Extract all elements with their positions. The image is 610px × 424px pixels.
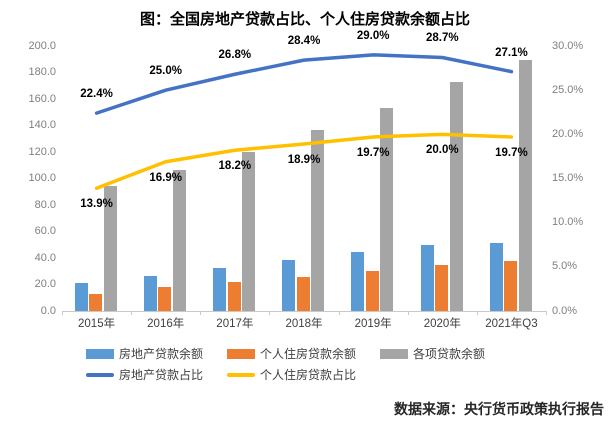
y-axis-right-tick-label: 30.0% <box>552 39 584 52</box>
bar-real-estate-loan-balance <box>420 245 434 311</box>
bar-total-loan-balance <box>518 59 532 311</box>
bar-personal-housing-loan-balance <box>296 276 310 311</box>
legend-swatch-total-loan-balance <box>380 349 409 359</box>
bar-total-loan-balance <box>242 151 256 311</box>
legend-item-personal-housing-loan-ratio: 个人住房贷款占比 <box>227 368 356 382</box>
y-axis-left-tick-label: 200.0 <box>28 39 56 52</box>
bar-real-estate-loan-balance <box>213 268 227 311</box>
x-axis-category-label: 2017年 <box>216 318 254 330</box>
x-axis-tick <box>200 311 202 315</box>
x-axis-tick <box>476 311 478 315</box>
data-label-real-estate-loan-ratio: 28.4% <box>287 35 321 48</box>
y-axis-right-tick-label: 20.0% <box>552 127 584 140</box>
x-axis-tick <box>338 311 340 315</box>
data-label-personal-housing-loan-ratio: 19.7% <box>495 146 528 159</box>
x-axis-tick <box>269 311 271 315</box>
x-axis-tick <box>62 311 63 315</box>
x-axis-line <box>62 311 546 312</box>
legend-label-real-estate-loan-ratio: 房地产贷款占比 <box>119 368 204 382</box>
y-axis-left-tick-label: 80.0 <box>34 198 56 211</box>
legend-swatch-real-estate-loan-balance <box>86 349 114 359</box>
bar-personal-housing-loan-balance <box>504 261 518 311</box>
bar-real-estate-loan-balance <box>351 252 365 311</box>
data-label-real-estate-loan-ratio: 28.7% <box>425 32 459 45</box>
x-axis-tick <box>407 311 409 315</box>
legend-swatch-personal-housing-loan-ratio <box>227 373 256 377</box>
legend-swatch-personal-housing-loan-balance <box>227 349 256 359</box>
bar-personal-housing-loan-balance <box>435 265 449 311</box>
bar-total-loan-balance <box>103 186 117 311</box>
data-label-real-estate-loan-ratio: 25.0% <box>149 65 182 78</box>
legend-label-personal-housing-loan-balance: 个人住房贷款余额 <box>260 347 357 361</box>
y-axis-left-tick-label: 160.0 <box>28 92 56 105</box>
legend-label-total-loan-balance: 各项贷款余额 <box>413 347 486 361</box>
bar-total-loan-balance <box>172 169 186 311</box>
legend-label-real-estate-loan-balance: 房地产贷款余额 <box>119 347 204 361</box>
data-label-real-estate-loan-ratio: 29.0% <box>356 29 390 42</box>
y-axis-left-tick-label: 0.0 <box>40 304 56 317</box>
y-axis-left-tick-label: 140.0 <box>28 119 56 131</box>
y-axis-right-tick-label: 0.0% <box>552 304 578 317</box>
x-axis-tick <box>546 311 547 315</box>
x-axis-category-label: 2020年 <box>423 318 461 330</box>
bar-personal-housing-loan-balance <box>365 270 379 311</box>
y-axis-left-tick-label: 40.0 <box>34 251 56 264</box>
legend-item-personal-housing-loan-balance: 个人住房贷款余额 <box>227 347 356 361</box>
y-axis-right-tick-label: 5.0% <box>552 260 578 273</box>
data-label-personal-housing-loan-ratio: 13.9% <box>80 198 113 211</box>
bar-personal-housing-loan-balance <box>89 293 103 311</box>
y-axis-left-tick-label: 20.0 <box>34 278 56 290</box>
chart-title: 图：全国房地产贷款占比、个人住房贷款余额占比 <box>139 11 470 28</box>
x-axis-category-label: 2018年 <box>285 318 323 330</box>
y-axis-left-tick-label: 120.0 <box>28 145 56 158</box>
bar-personal-housing-loan-balance <box>227 281 241 311</box>
legend-label-personal-housing-loan-ratio: 个人住房贷款占比 <box>260 368 357 382</box>
source-note: 数据来源：央行货币政策执行报告 <box>394 401 604 417</box>
legend-item-total-loan-balance: 各项贷款余额 <box>380 347 485 361</box>
data-label-real-estate-loan-ratio: 26.8% <box>218 49 252 62</box>
data-label-personal-housing-loan-ratio: 20.0% <box>425 144 459 157</box>
data-label-personal-housing-loan-ratio: 16.9% <box>149 171 182 184</box>
x-axis-tick <box>131 311 133 315</box>
data-label-personal-housing-loan-ratio: 18.2% <box>218 160 252 173</box>
legend-item-real-estate-loan-balance: 房地产贷款余额 <box>86 347 203 361</box>
data-label-personal-housing-loan-ratio: 19.7% <box>356 146 390 159</box>
bar-real-estate-loan-balance <box>282 259 296 311</box>
y-axis-left-tick-label: 100.0 <box>28 172 56 184</box>
data-label-real-estate-loan-ratio: 22.4% <box>80 88 113 101</box>
y-axis-left-tick-label: 180.0 <box>28 66 56 78</box>
x-axis-category-label: 2016年 <box>147 318 185 330</box>
y-axis-right-tick-label: 10.0% <box>552 216 584 229</box>
x-axis-category-label: 2019年 <box>354 318 392 330</box>
bar-personal-housing-loan-balance <box>158 287 172 311</box>
legend-row-lines: 房地产贷款占比 个人住房贷款占比 <box>86 368 356 382</box>
legend-swatch-real-estate-loan-ratio <box>86 373 114 377</box>
x-axis-category-label: 2021年Q3 <box>485 318 538 330</box>
bar-real-estate-loan-balance <box>489 242 503 311</box>
x-axis-category-label: 2015年 <box>78 318 116 330</box>
bar-real-estate-loan-balance <box>143 275 157 311</box>
data-label-personal-housing-loan-ratio: 18.9% <box>287 154 321 167</box>
bar-real-estate-loan-balance <box>74 283 88 311</box>
y-axis-left-tick-label: 60.0 <box>34 225 56 237</box>
data-label-real-estate-loan-ratio: 27.1% <box>495 46 528 59</box>
y-axis-right-tick-label: 25.0% <box>552 83 584 96</box>
y-axis-right-tick-label: 15.0% <box>552 172 584 184</box>
legend-item-real-estate-loan-ratio: 房地产贷款占比 <box>86 368 203 382</box>
legend-row-bars: 房地产贷款余额 个人住房贷款余额 各项贷款余额 <box>86 347 485 361</box>
